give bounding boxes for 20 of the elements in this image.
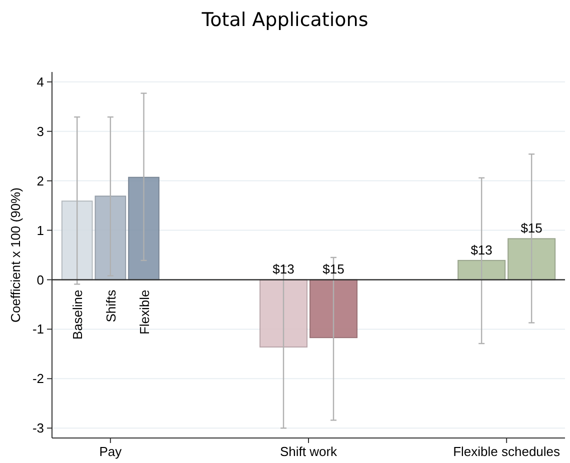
x-tick-label: Pay [99,444,122,459]
series-label: $15 [520,220,542,236]
y-tick-label: -1 [32,322,44,337]
x-tick-label: Shift work [280,444,338,459]
text: Baseline [70,290,86,340]
y-axis-title: Coefficient x 100 (90%) [8,188,23,322]
text: Flexible [136,290,152,335]
y-tick-label: -2 [32,371,44,386]
y-tick-label: 4 [36,74,44,90]
y-tick-label: 3 [36,124,44,139]
text: Shifts [103,289,118,322]
series-label: $13 [470,242,492,258]
x-tick-label: Flexible schedules [453,444,561,459]
y-tick-label: -3 [32,420,44,436]
y-tick-label: 2 [36,173,44,188]
series-label: $15 [322,262,344,277]
chart-title: Total Applications [200,9,368,31]
y-tick-label: 1 [36,222,44,238]
series-label: $13 [272,262,294,277]
y-tick-label: 0 [36,272,44,288]
